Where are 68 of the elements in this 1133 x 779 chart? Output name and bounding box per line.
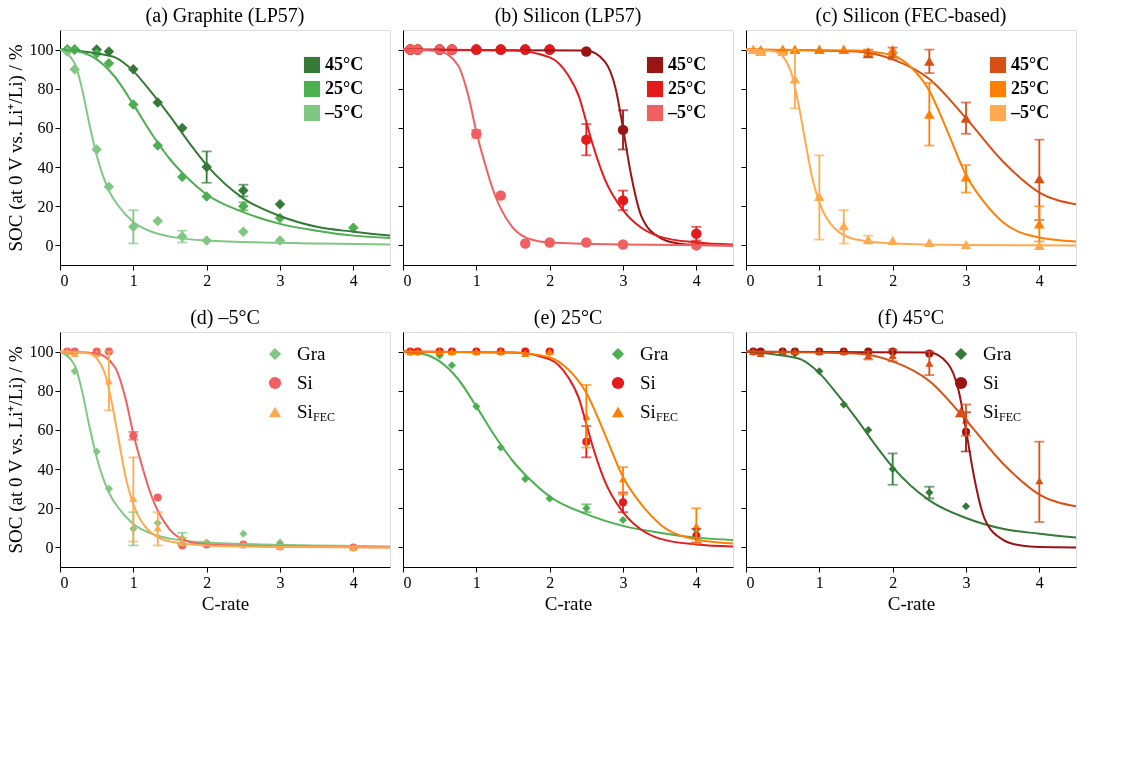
y-tick-label: 0 <box>45 236 54 254</box>
y-axis-title: SOC (at 0 V vs. Li⁺/Li) / % <box>4 346 27 554</box>
y-tick-label: 60 <box>37 119 54 137</box>
chart-title: (d) –5°C <box>190 306 260 329</box>
x-tick-label: 0 <box>60 271 69 289</box>
legend-label: Gra <box>640 343 670 364</box>
x-tick-label: 4 <box>1035 573 1044 591</box>
legend-label: Si <box>640 372 656 393</box>
x-tick-label: 4 <box>692 573 701 591</box>
x-tick-label: 3 <box>619 573 628 591</box>
x-tick-label: 2 <box>203 271 212 289</box>
chart-title: (b) Silicon (LP57) <box>494 4 642 27</box>
x-tick-label: 2 <box>546 573 555 591</box>
x-tick-label: 0 <box>746 573 755 591</box>
x-tick-label: 0 <box>403 271 412 289</box>
x-tick-label: 0 <box>403 573 412 591</box>
y-tick-label: 40 <box>37 460 54 478</box>
legend-label: 45°C <box>668 54 707 74</box>
legend-label: –5°C <box>1010 102 1050 122</box>
x-tick-label: 0 <box>60 573 69 591</box>
x-tick-label: 3 <box>962 573 971 591</box>
x-tick-label: 0 <box>746 271 755 289</box>
x-tick-label: 3 <box>962 271 971 289</box>
x-axis-title: C-rate <box>887 592 936 614</box>
y-tick-label: 20 <box>37 197 54 215</box>
x-tick-label: 1 <box>472 573 481 591</box>
legend-label: Si <box>297 372 313 393</box>
x-tick-label: 1 <box>472 271 481 289</box>
x-tick-label: 3 <box>276 573 285 591</box>
legend-label: Gra <box>983 343 1013 364</box>
legend-label: 45°C <box>325 54 364 74</box>
x-tick-label: 2 <box>889 271 898 289</box>
y-tick-label: 100 <box>29 343 54 361</box>
x-axis-title: C-rate <box>201 592 250 614</box>
x-tick-label: 4 <box>1035 271 1044 289</box>
x-tick-label: 3 <box>276 271 285 289</box>
x-tick-label: 4 <box>349 271 358 289</box>
legend-label: 25°C <box>1011 78 1050 98</box>
y-tick-label: 80 <box>37 382 54 400</box>
y-tick-label: 20 <box>37 499 54 517</box>
legend-label: –5°C <box>667 102 707 122</box>
legend-label: Si <box>983 372 999 393</box>
chart-title: (a) Graphite (LP57) <box>145 4 305 27</box>
legend-label: Gra <box>297 343 327 364</box>
legend-label: –5°C <box>324 102 364 122</box>
legend-label: 45°C <box>1011 54 1050 74</box>
y-tick-label: 100 <box>29 41 54 59</box>
x-tick-label: 1 <box>815 271 824 289</box>
x-tick-label: 2 <box>546 271 555 289</box>
x-tick-label: 2 <box>889 573 898 591</box>
x-tick-label: 1 <box>129 573 138 591</box>
y-tick-label: 60 <box>37 421 54 439</box>
y-axis-title: SOC (at 0 V vs. Li⁺/Li) / % <box>4 44 27 252</box>
x-tick-label: 1 <box>129 271 138 289</box>
x-tick-label: 4 <box>349 573 358 591</box>
y-tick-label: 40 <box>37 158 54 176</box>
x-tick-label: 4 <box>692 271 701 289</box>
legend-label: 25°C <box>325 78 364 98</box>
x-tick-label: 3 <box>619 271 628 289</box>
chart-title: (c) Silicon (FEC-based) <box>815 4 1007 27</box>
chart-title: (f) 45°C <box>877 306 945 329</box>
x-tick-label: 1 <box>815 573 824 591</box>
y-tick-label: 80 <box>37 80 54 98</box>
legend-label: 25°C <box>668 78 707 98</box>
y-tick-label: 0 <box>45 538 54 556</box>
x-tick-label: 2 <box>203 573 212 591</box>
x-axis-title: C-rate <box>544 592 593 614</box>
chart-title: (e) 25°C <box>533 306 603 329</box>
